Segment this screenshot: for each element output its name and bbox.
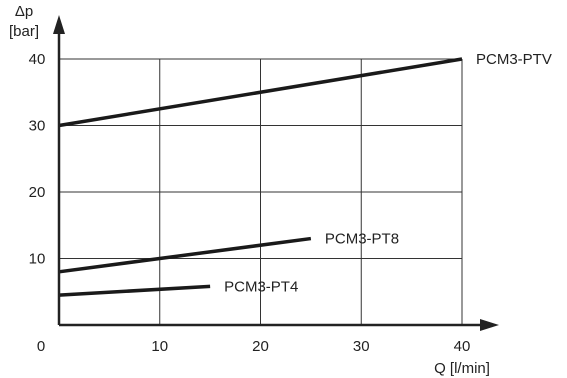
x-tick-label: 20 (252, 338, 269, 355)
y-axis-arrow (53, 15, 65, 34)
grid (59, 58, 463, 325)
series-label-pcm3-pt8: PCM3-PT8 (325, 231, 399, 248)
x-tick-label: 0 (37, 338, 45, 355)
labels: Δp [bar] Q [l/min] 0 10 20 30 40 10 20 30 40 PCM3… (9, 3, 552, 377)
y-axis-title-unit: [bar] (9, 23, 39, 40)
y-tick-label: 10 (29, 251, 46, 268)
series-label-pcm3-ptv: PCM3-PTV (476, 51, 552, 68)
y-tick-label: 40 (29, 51, 46, 68)
x-tick-label: 10 (151, 338, 168, 355)
series-line-pcm3-pt4 (58, 284, 211, 297)
x-tick-label: 30 (353, 338, 370, 355)
series-line-pcm3-ptv (58, 57, 463, 128)
y-tick-label: 20 (29, 184, 46, 201)
y-axis-title-symbol: Δp (15, 3, 33, 20)
series-lines (58, 57, 463, 297)
x-tick-label: 40 (454, 338, 471, 355)
series-label-pcm3-pt4: PCM3-PT4 (224, 278, 298, 295)
x-axis-arrow (480, 319, 499, 331)
x-axis-title: Q [l/min] (434, 360, 490, 377)
axes (53, 15, 499, 331)
series-line-pcm3-pt8 (58, 236, 312, 274)
y-tick-label: 30 (29, 118, 46, 135)
